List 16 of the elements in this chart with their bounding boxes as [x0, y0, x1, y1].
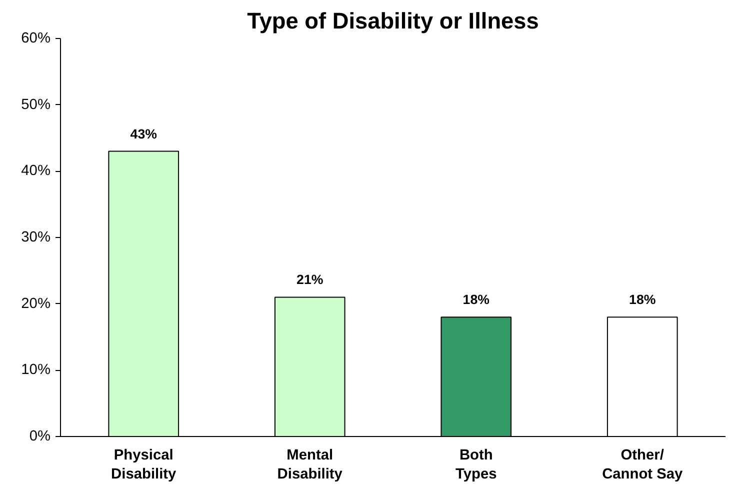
x-tick-label: Physical Disability — [111, 448, 178, 483]
data-label: 18% — [629, 292, 656, 308]
y-tick-label: 20% — [21, 296, 51, 312]
y-tick-label: 0% — [29, 428, 51, 444]
y-tick-label: 30% — [21, 230, 51, 246]
chart-title: Type of Disability or Illness — [247, 8, 539, 34]
data-label: 43% — [130, 126, 158, 142]
x-tick-label: Both Types — [455, 448, 497, 483]
x-tick-label: Other/ Cannot Say — [602, 448, 684, 483]
x-tick-label: Mental Disability — [277, 448, 344, 483]
y-tick-label: 40% — [21, 163, 51, 180]
data-label: 18% — [462, 292, 490, 308]
data-label: 21% — [296, 272, 324, 288]
y-tick-label: 50% — [21, 96, 51, 113]
y-tick-label: 10% — [21, 362, 51, 378]
y-tick-label: 60% — [21, 30, 51, 46]
